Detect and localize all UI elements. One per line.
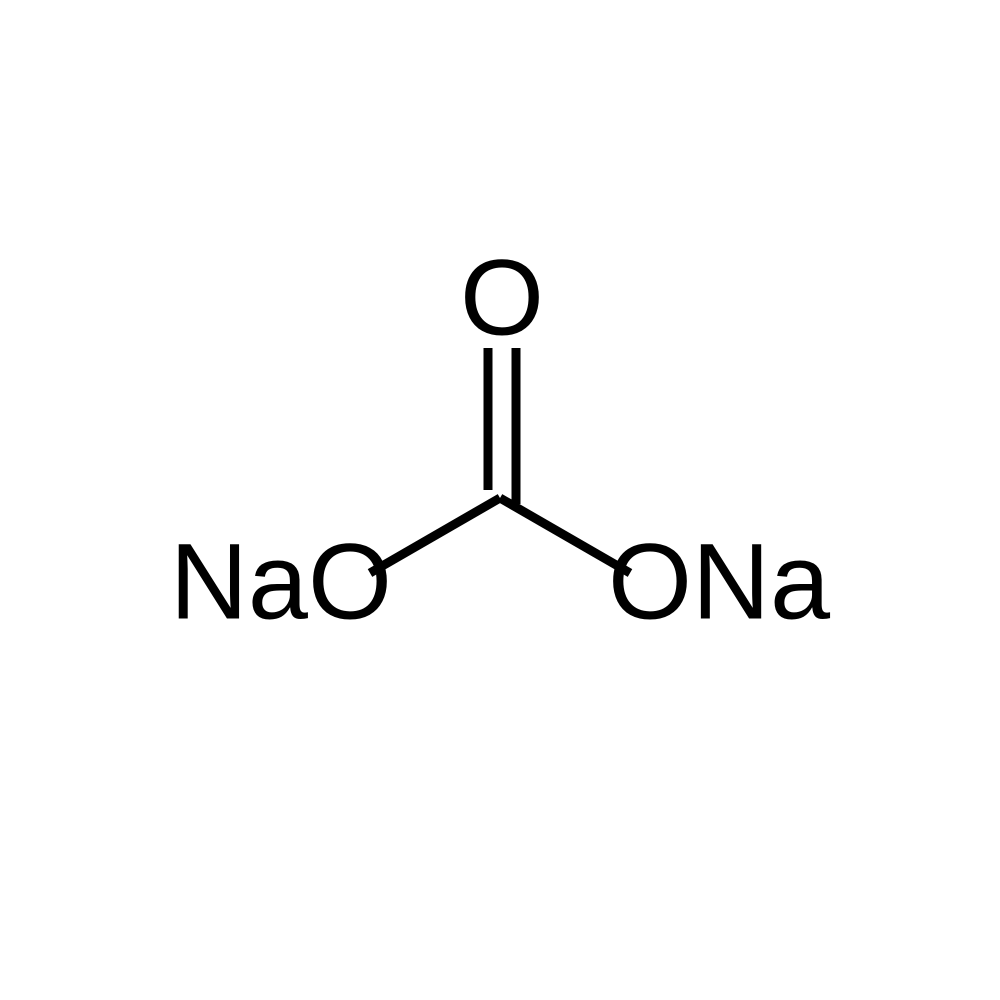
atom-label-nao-left: NaO (170, 521, 392, 642)
chemical-structure-diagram: O NaO ONa (0, 0, 1000, 1000)
atom-label-ona-right: ONa (608, 521, 831, 642)
atom-label-o-top: O (460, 237, 544, 358)
